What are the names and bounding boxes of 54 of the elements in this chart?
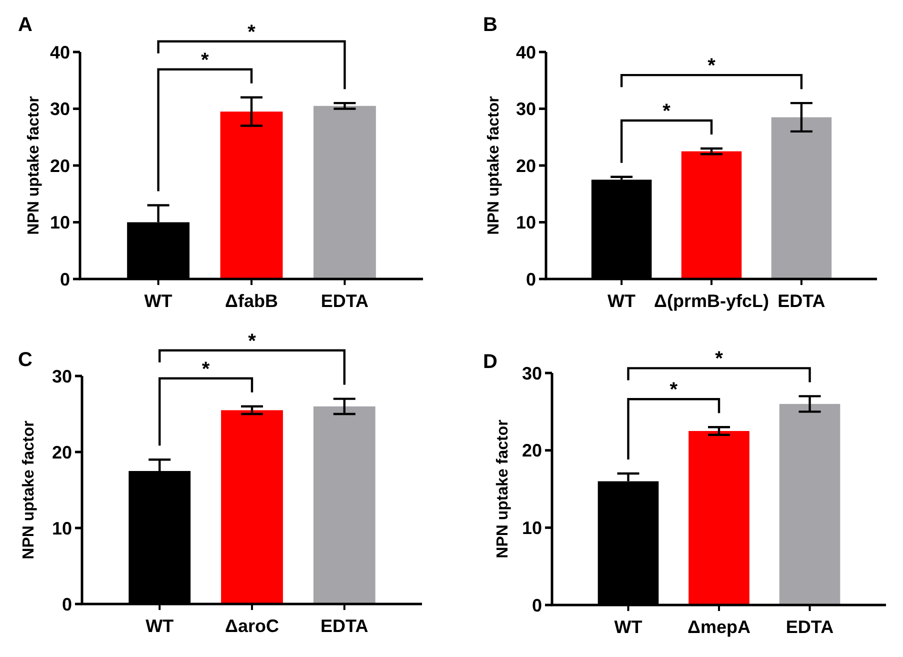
y-tick-label: 0	[532, 595, 542, 616]
y-tick-label: 40	[516, 42, 536, 62]
annotation: *	[201, 49, 209, 72]
bar	[220, 112, 283, 279]
y-tick-label: 30	[522, 363, 542, 384]
x-tick-label: ΔaroC	[225, 616, 279, 636]
y-tick-label: 10	[52, 518, 72, 538]
x-tick-label: EDTA	[786, 617, 834, 637]
y-tick-label: 0	[526, 269, 536, 290]
x-tick-label: WT	[614, 617, 642, 637]
y-axis-title: NPN uptake factor	[486, 96, 503, 235]
y-tick-label: 20	[522, 440, 542, 461]
x-tick-label: WT	[144, 291, 172, 311]
y-tick-label: 20	[516, 156, 536, 176]
y-tick-label: 0	[62, 594, 72, 614]
bar	[779, 404, 840, 605]
y-tick-label: 20	[50, 156, 70, 176]
annotation: *	[670, 379, 678, 402]
bar	[771, 117, 832, 279]
x-tick-label: EDTA	[778, 291, 826, 311]
y-axis-title: NPN uptake factor	[26, 96, 43, 235]
chart-title: A	[18, 14, 32, 36]
x-tick-label: ΔmepA	[688, 617, 750, 637]
annotation: *	[662, 100, 671, 122]
x-tick-label: Δ(prmB-yfcL)	[654, 291, 769, 311]
bar	[221, 410, 283, 604]
text: *	[715, 348, 724, 370]
y-tick-label: 30	[50, 99, 70, 120]
bar	[688, 431, 750, 605]
y-tick-label: 10	[50, 212, 70, 233]
x-tick-label: EDTA	[320, 616, 368, 636]
y-tick-label: 40	[50, 42, 70, 62]
chart-title: B	[483, 14, 498, 36]
x-tick-label: WT	[146, 616, 174, 636]
annotation: *	[708, 55, 716, 78]
y-tick-label: 20	[52, 442, 72, 462]
bar	[681, 151, 742, 279]
chart-title: C	[18, 349, 32, 371]
y-tick-label: 0	[60, 269, 70, 290]
y-tick-label: 30	[52, 366, 72, 386]
y-tick-label: 30	[516, 99, 536, 120]
chart-title: D	[483, 351, 498, 373]
bar	[313, 106, 376, 279]
annotation: *	[202, 358, 210, 380]
bar	[313, 406, 376, 604]
x-tick-label: EDTA	[320, 291, 369, 311]
text: *	[248, 330, 256, 352]
y-axis-title: NPN uptake factor	[20, 420, 38, 560]
x-tick-label: WT	[608, 291, 636, 311]
y-tick-label: 10	[516, 212, 536, 233]
x-tick-label: ΔfabB	[225, 291, 278, 311]
text: *	[248, 21, 256, 44]
y-axis-title: NPN uptake factor	[494, 420, 512, 558]
y-tick-label: 10	[522, 518, 542, 538]
